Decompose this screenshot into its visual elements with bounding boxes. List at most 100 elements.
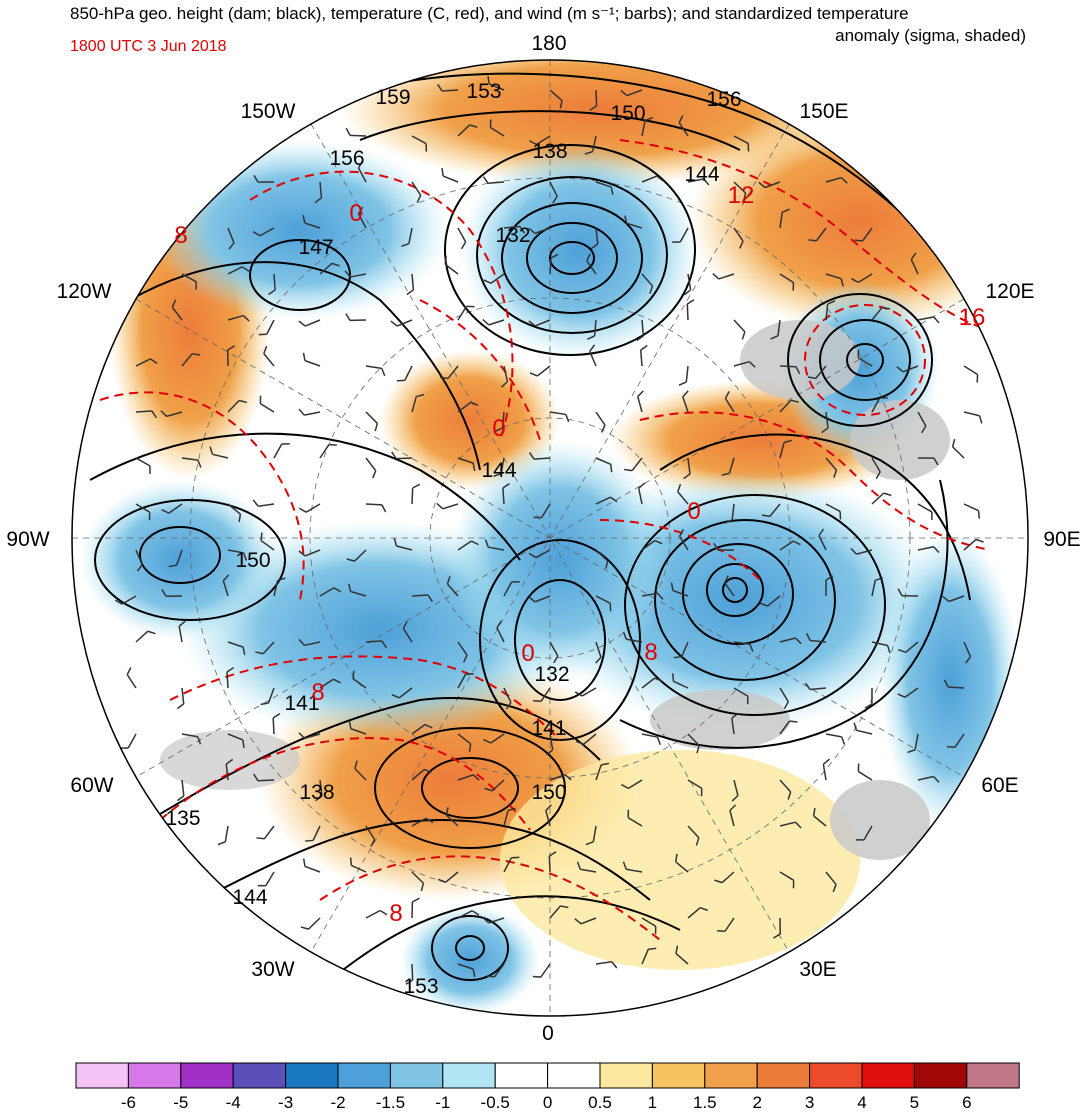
wind-barb-feather [260, 532, 263, 541]
wind-barb-feather [787, 791, 792, 800]
wind-barb [351, 864, 367, 873]
wind-barb-feather [425, 817, 434, 824]
wind-barb [259, 227, 275, 237]
height-label: 138 [532, 140, 567, 163]
wind-barb [733, 135, 749, 145]
wind-barb-feather [640, 344, 648, 351]
wind-barb [304, 411, 321, 416]
wind-barb [672, 589, 689, 597]
wind-barb-feather [622, 631, 627, 640]
wind-barb [175, 549, 183, 566]
wind-barb-feather [160, 410, 168, 417]
wind-barb [687, 273, 692, 290]
colorbar-swatch [861, 1062, 915, 1089]
wind-barb-feather [484, 539, 489, 548]
wind-barb [679, 227, 689, 243]
colorbar-tick-label: -5 [173, 1093, 188, 1112]
wind-barb-feather [315, 795, 323, 802]
wind-barb-feather [548, 851, 557, 857]
wind-barb [639, 349, 643, 367]
temperature-label: 0 [349, 200, 362, 227]
wind-barb-feather [790, 399, 799, 403]
wind-barb [779, 442, 785, 459]
wind-barb [904, 687, 919, 698]
wind-barb-feather [605, 560, 609, 569]
wind-barb [457, 457, 474, 464]
wind-barb-feather [624, 468, 633, 472]
wind-barb [304, 359, 321, 367]
wind-barb [319, 444, 330, 459]
wind-barb [914, 733, 919, 750]
wind-barb-feather [978, 415, 983, 424]
wind-barb-feather [298, 638, 305, 646]
wind-barb-feather [600, 424, 606, 433]
wind-barb [583, 733, 597, 745]
wind-barb-feather [610, 496, 618, 503]
wind-barb-feather [333, 678, 341, 684]
wind-barb-feather [263, 345, 268, 354]
wind-barb [675, 861, 689, 873]
wind-barb-feather [812, 807, 816, 816]
wind-barb [963, 538, 977, 551]
wind-barb-feather [731, 794, 739, 802]
wind-barb [444, 263, 459, 275]
wind-barb-feather [806, 632, 811, 641]
wind-barb-feather [759, 602, 768, 607]
height-label: 144 [232, 886, 267, 909]
colorbar-tick-label: -0.5 [481, 1093, 510, 1112]
wind-barb [718, 273, 735, 280]
wind-barb-feather [741, 331, 746, 340]
wind-barb-feather [589, 105, 598, 111]
wind-barb [549, 773, 566, 781]
wind-barb [595, 457, 612, 465]
wind-barb [779, 212, 784, 229]
wind-barb-feather [253, 773, 259, 782]
wind-barb-feather [241, 266, 250, 272]
wind-barb-feather [758, 181, 766, 189]
wind-barb [580, 917, 597, 925]
wind-barb [779, 273, 794, 284]
wind-barb [678, 122, 689, 137]
wind-barb [365, 825, 376, 840]
wind-barb [126, 674, 137, 689]
wind-barb-feather [673, 655, 682, 659]
wind-barb [687, 779, 703, 789]
wind-barb-feather [731, 712, 739, 719]
wind-barb-feather [171, 299, 177, 308]
wind-barb-feather [840, 278, 844, 287]
wind-barb-feather [897, 648, 906, 653]
wind-barb-feather [298, 507, 307, 513]
wind-barb-feather [354, 760, 358, 769]
wind-barb [549, 257, 552, 275]
wind-barb [354, 549, 367, 562]
wind-barb-feather [832, 884, 837, 893]
wind-barb-feather [649, 285, 654, 294]
wind-barb [224, 825, 229, 842]
wind-barb-feather [484, 787, 493, 792]
wind-barb [825, 871, 837, 885]
wind-barb [631, 457, 643, 472]
wind-barb-feather [424, 723, 433, 729]
wind-barb [411, 594, 429, 597]
wind-barb-feather [565, 414, 570, 423]
wind-barb [733, 779, 739, 796]
wind-barb-feather [352, 670, 355, 679]
wind-barb-feather [804, 682, 811, 690]
colorbar-tick-label: -1.5 [376, 1093, 405, 1112]
wind-barb-feather [675, 945, 679, 954]
wind-barb [411, 135, 427, 145]
wind-barb [724, 398, 735, 413]
wind-barb [540, 503, 551, 519]
wind-barb [349, 134, 367, 137]
wind-barb [871, 307, 883, 321]
wind-barb [917, 545, 934, 551]
wind-barb [411, 963, 414, 981]
wind-barb [262, 641, 275, 655]
wind-barb [534, 319, 551, 327]
wind-barb [641, 592, 658, 597]
wind-barb-feather [841, 736, 846, 745]
height-label: 132 [534, 663, 569, 686]
wind-barb [871, 641, 888, 647]
wind-barb [227, 549, 244, 554]
wind-barb [535, 549, 551, 559]
